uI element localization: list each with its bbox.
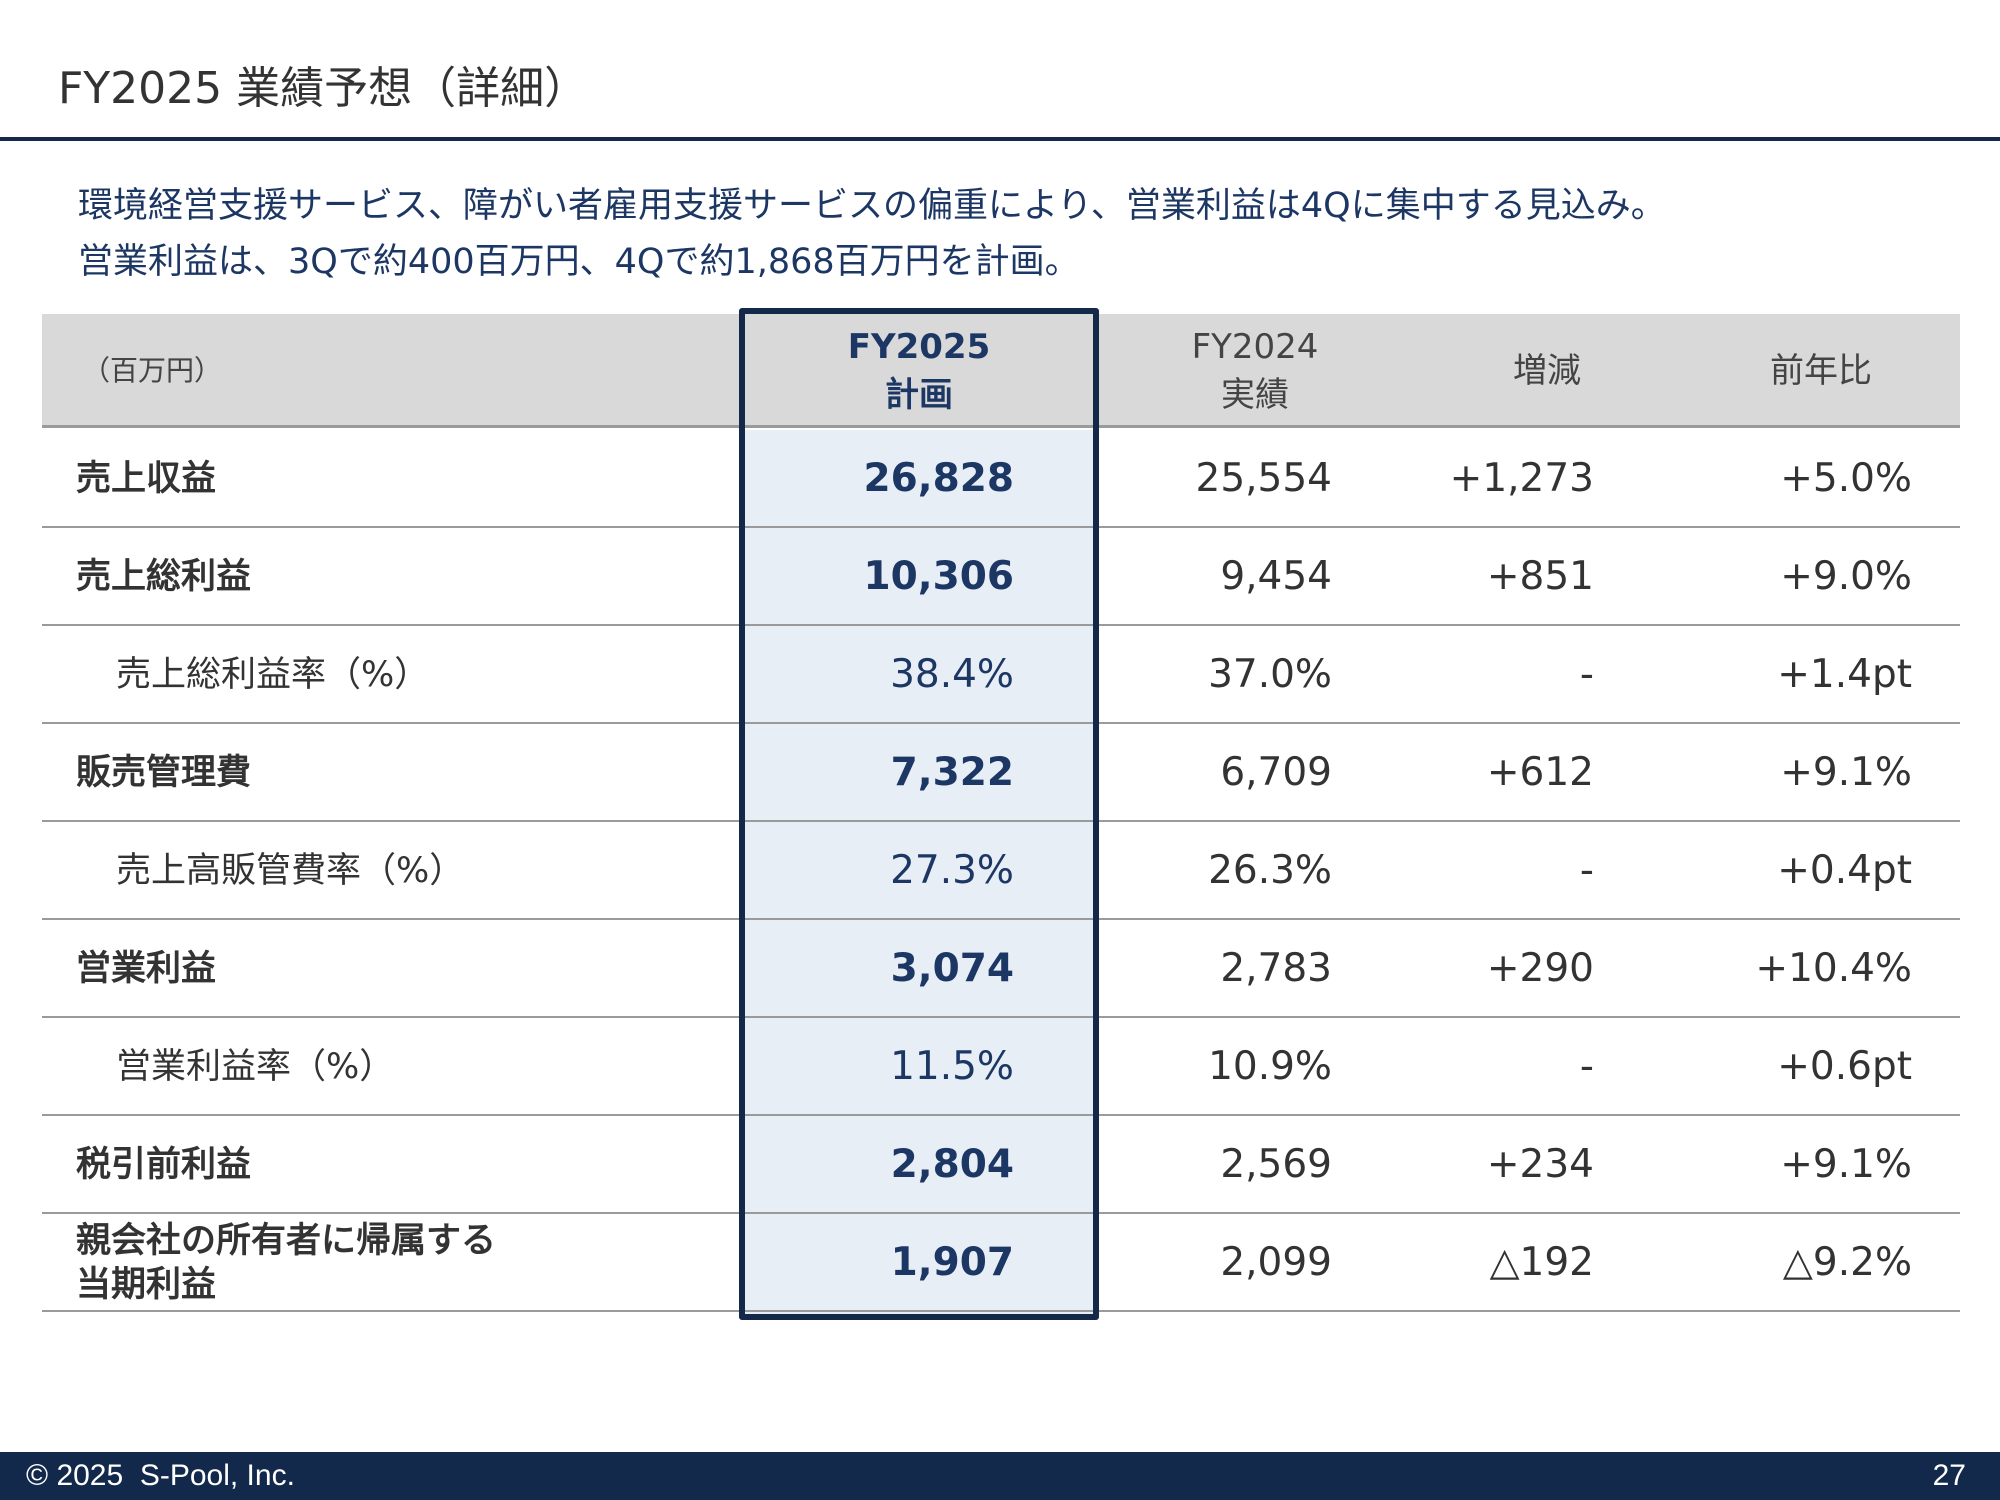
header-plan-line-2: 計画 — [885, 375, 953, 415]
header-actual-line-1: FY2024 — [1191, 327, 1319, 367]
cell-yoy: +0.4pt — [1777, 848, 1912, 893]
cell-plan: 26,828 — [863, 456, 1015, 501]
cell-plan: 3,074 — [890, 946, 1014, 991]
plan-column-highlight — [744, 430, 1094, 1320]
row-label: 売上収益 — [76, 430, 216, 528]
cell-actual: 37.0% — [1208, 652, 1332, 697]
row-label-line: 販売管理費 — [76, 753, 252, 793]
cell-plan: 38.4% — [890, 652, 1014, 697]
copyright: © 2025 S-Pool, Inc. — [26, 1459, 295, 1492]
header-fy2024-actual: FY2024 実績 — [1100, 314, 1410, 428]
cell-plan: 7,322 — [890, 750, 1014, 795]
cell-actual: 26.3% — [1208, 848, 1332, 893]
row-label-line: 売上総利益 — [76, 557, 252, 597]
row-label-line: 売上総利益率（%） — [116, 655, 430, 695]
cell-change: +234 — [1486, 1142, 1594, 1187]
cell-plan: 1,907 — [890, 1240, 1014, 1285]
cell-actual: 6,709 — [1220, 750, 1332, 795]
row-label-line: 営業利益率（%） — [116, 1047, 395, 1087]
cell-change: - — [1579, 1044, 1594, 1089]
header-fy2025-plan: FY2025 計画 — [744, 314, 1094, 428]
cell-actual: 10.9% — [1208, 1044, 1332, 1089]
cell-change: - — [1579, 848, 1594, 893]
cell-actual: 25,554 — [1195, 456, 1332, 501]
row-label: 売上高販管費率（%） — [116, 822, 464, 920]
page-number: 27 — [1932, 1459, 1966, 1492]
row-label-line: 当期利益 — [76, 1265, 217, 1305]
row-label: 売上総利益 — [76, 528, 251, 626]
table-row: 売上高販管費率（%） 27.3% 26.3% - +0.4pt — [42, 822, 1960, 920]
table-row: 営業利益 3,074 2,783 +290 +10.4% — [42, 920, 1960, 1018]
row-label: 税引前利益 — [76, 1116, 251, 1214]
cell-change: +1,273 — [1449, 456, 1594, 501]
cell-change: +851 — [1486, 554, 1594, 599]
cell-plan: 2,804 — [890, 1142, 1014, 1187]
cell-yoy: +9.1% — [1780, 750, 1912, 795]
cell-plan: 11.5% — [890, 1044, 1014, 1089]
unit-label: （百万円） — [82, 354, 223, 387]
summary-line-2: 営業利益は、3Qで約400百万円、4Qで約1,868百万円を計画。 — [78, 242, 1080, 282]
header-actual-line-2: 実績 — [1221, 375, 1289, 415]
table-header: （百万円） FY2025 計画 FY2024 実績 増減 前年比 — [42, 314, 1960, 428]
cell-change: +612 — [1486, 750, 1594, 795]
cell-actual: 9,454 — [1220, 554, 1332, 599]
table-row: 営業利益率（%） 11.5% 10.9% - +0.6pt — [42, 1018, 1960, 1116]
cell-actual: 2,099 — [1220, 1240, 1332, 1285]
cell-yoy: +9.0% — [1780, 554, 1912, 599]
table-row: 売上総利益 10,306 9,454 +851 +9.0% — [42, 528, 1960, 626]
table-row: 販売管理費 7,322 6,709 +612 +9.1% — [42, 724, 1960, 822]
row-label-line: 売上高販管費率（%） — [116, 851, 465, 891]
row-label: 売上総利益率（%） — [116, 626, 429, 724]
cell-actual: 2,783 — [1220, 946, 1332, 991]
cell-change: - — [1579, 652, 1594, 697]
table-row: 税引前利益 2,804 2,569 +234 +9.1% — [42, 1116, 1960, 1214]
row-label-line: 親会社の所有者に帰属する — [76, 1221, 497, 1261]
cell-yoy: +1.4pt — [1777, 652, 1912, 697]
footer-bar: © 2025 S-Pool, Inc. 27 — [0, 1452, 2000, 1500]
header-yoy: 前年比 — [1770, 351, 1872, 391]
cell-actual: 2,569 — [1220, 1142, 1332, 1187]
cell-yoy: +9.1% — [1780, 1142, 1912, 1187]
cell-plan: 27.3% — [890, 848, 1014, 893]
row-label: 親会社の所有者に帰属する 当期利益 — [76, 1214, 496, 1312]
row-label-line: 税引前利益 — [76, 1145, 252, 1185]
cell-yoy: +5.0% — [1780, 456, 1912, 501]
cell-change: +290 — [1486, 946, 1594, 991]
page-title: FY2025 業績予想（詳細） — [58, 63, 589, 114]
cell-change: △192 — [1489, 1240, 1594, 1285]
row-label-line: 営業利益 — [76, 949, 217, 989]
cell-yoy: +10.4% — [1755, 946, 1912, 991]
cell-plan: 10,306 — [863, 554, 1015, 599]
row-label: 販売管理費 — [76, 724, 251, 822]
row-label-line: 売上収益 — [76, 459, 217, 499]
cell-yoy: +0.6pt — [1777, 1044, 1912, 1089]
cell-yoy: △9.2% — [1782, 1240, 1912, 1285]
table-row: 売上収益 26,828 25,554 +1,273 +5.0% — [42, 430, 1960, 528]
row-label: 営業利益 — [76, 920, 216, 1018]
table-row: 親会社の所有者に帰属する 当期利益 1,907 2,099 △192 △9.2% — [42, 1214, 1960, 1312]
table-row: 売上総利益率（%） 38.4% 37.0% - +1.4pt — [42, 626, 1960, 724]
header-plan-line-1: FY2025 — [847, 327, 991, 367]
summary-line-1: 環境経営支援サービス、障がい者雇用支援サービスの偏重により、営業利益は4Qに集中… — [78, 186, 1666, 226]
row-label: 営業利益率（%） — [116, 1018, 394, 1116]
title-divider — [0, 137, 2000, 141]
summary-text: 環境経営支援サービス、障がい者雇用支援サービスの偏重により、営業利益は4Qに集中… — [78, 178, 1666, 290]
header-change: 増減 — [1513, 351, 1581, 391]
